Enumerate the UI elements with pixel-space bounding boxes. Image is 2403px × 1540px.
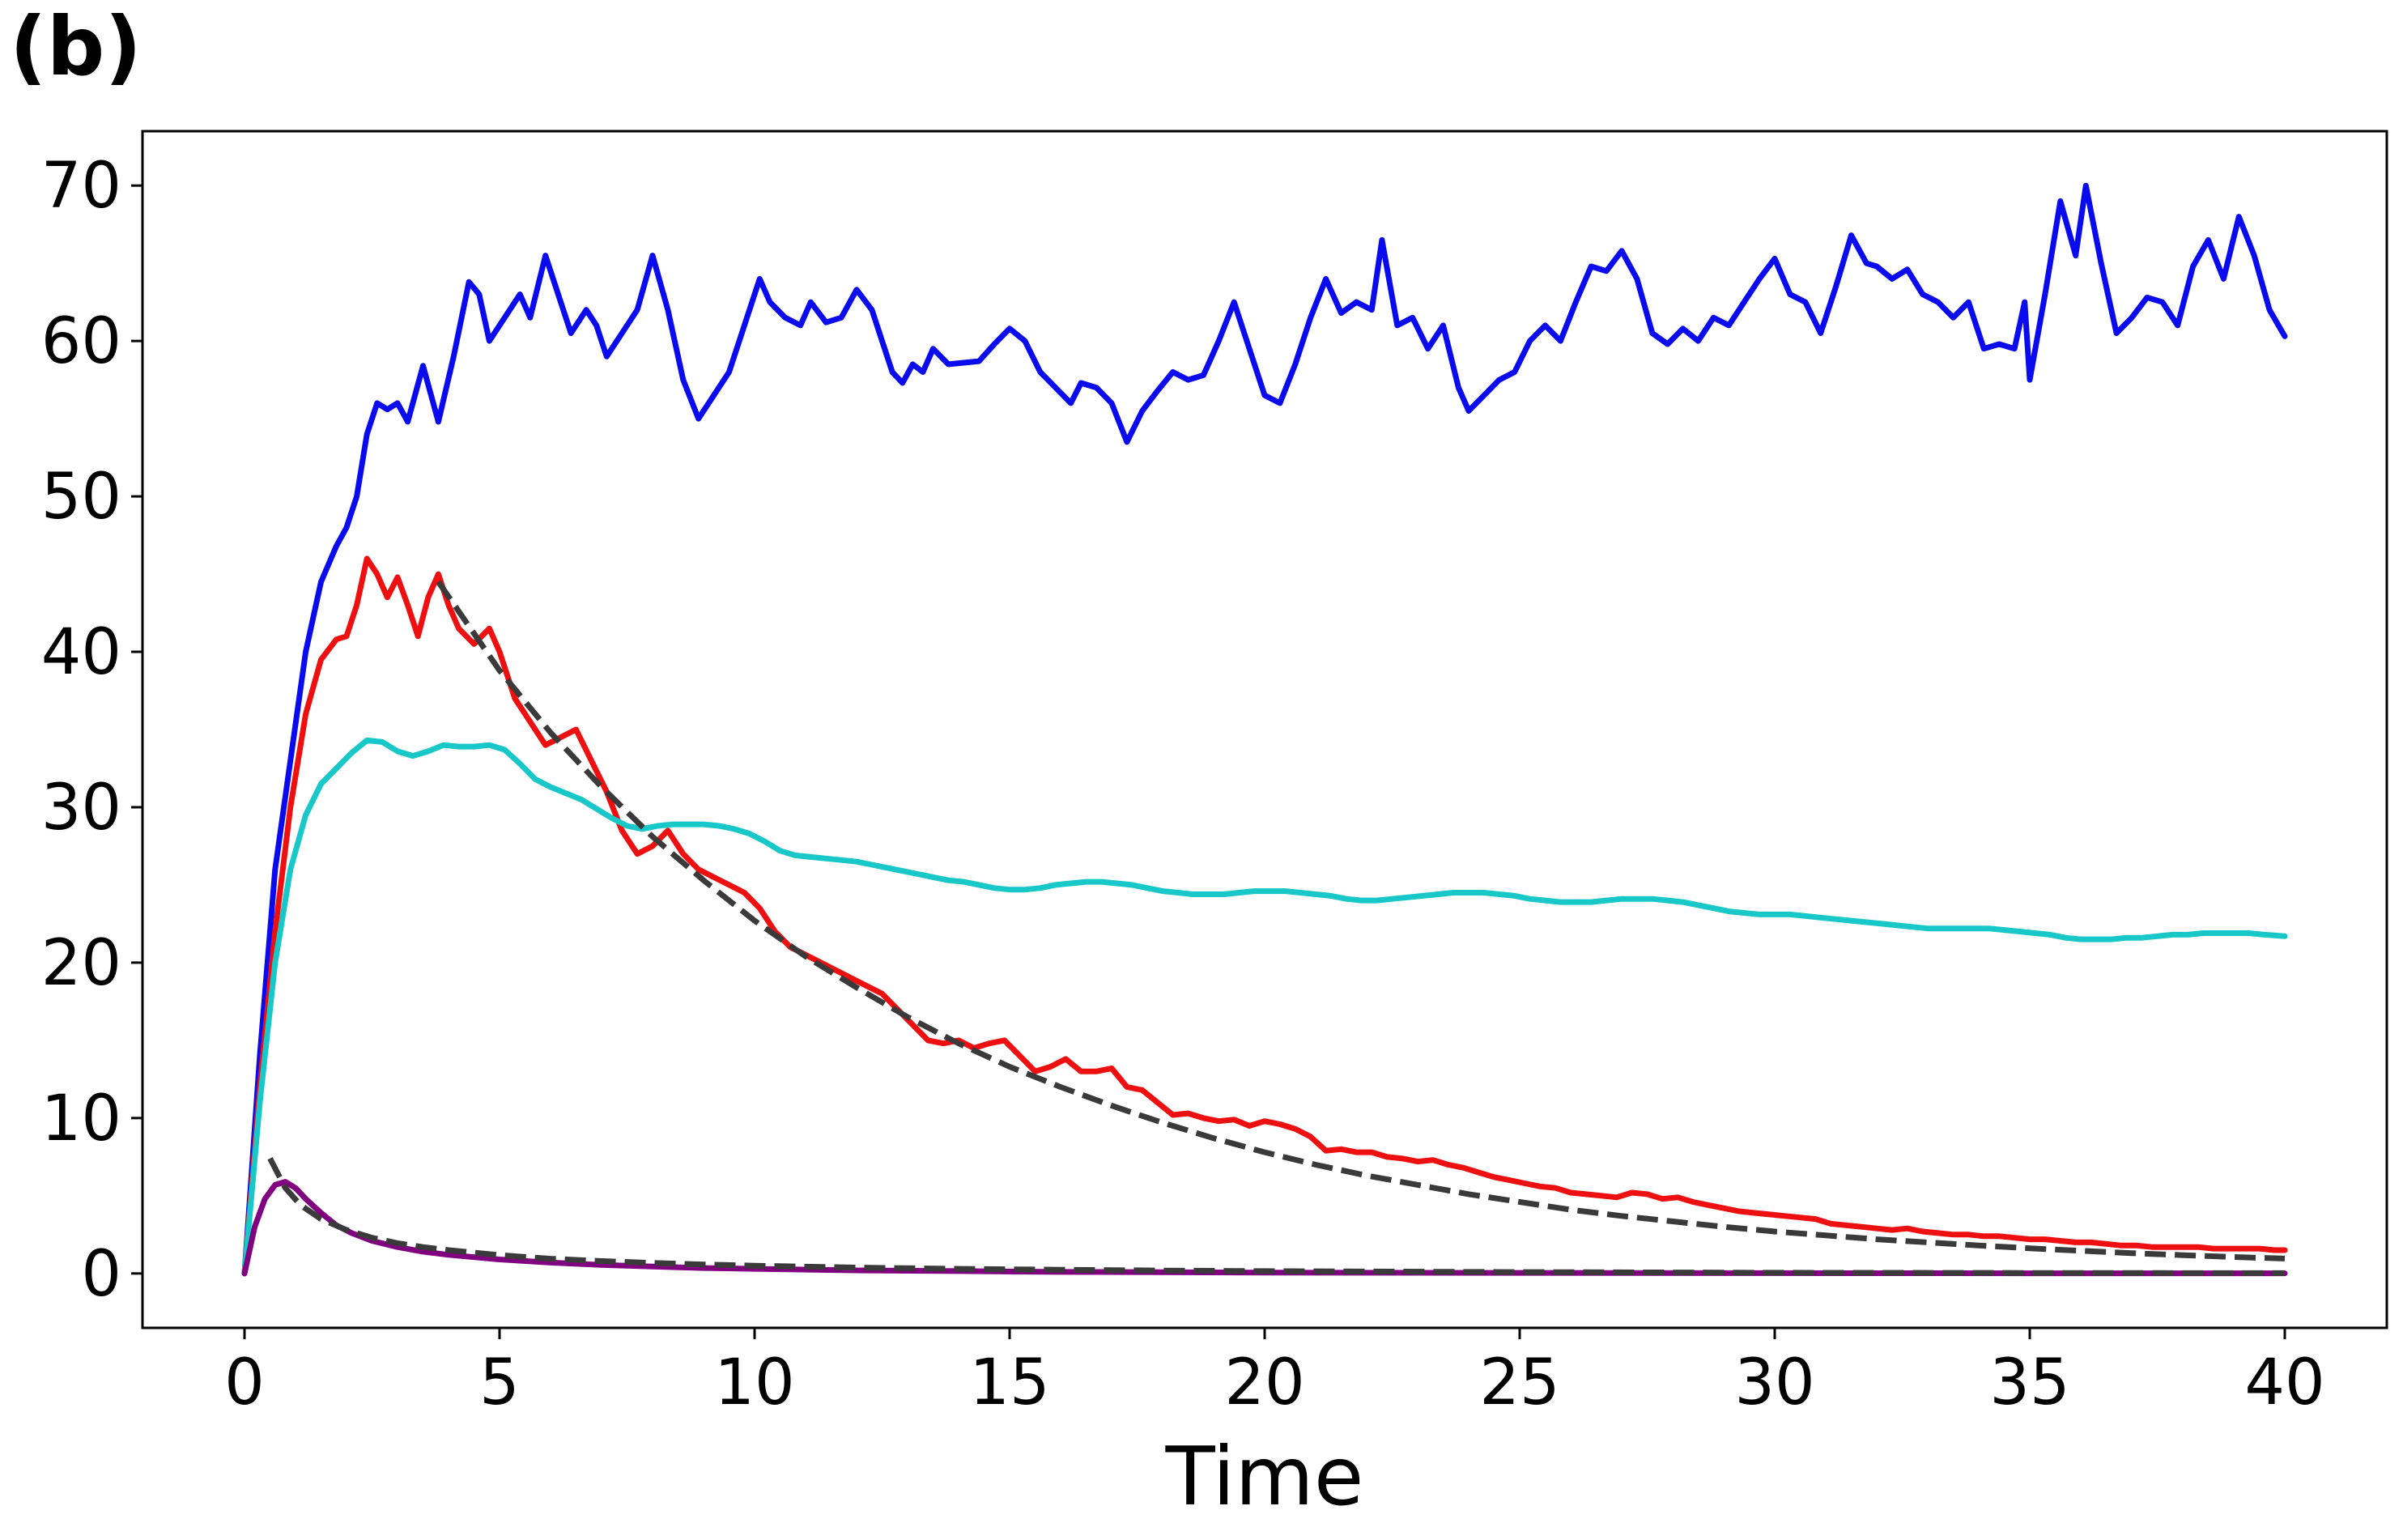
series-line-0 xyxy=(241,182,2288,1277)
y-tick-label: 30 xyxy=(41,772,121,844)
y-tick-label: 0 xyxy=(81,1238,121,1311)
y-tick-label: 70 xyxy=(41,150,121,223)
plot-frame xyxy=(141,130,2388,1329)
series-line-1 xyxy=(241,555,2288,1277)
x-tick-label: 40 xyxy=(2244,1346,2324,1419)
y-tick-label: 40 xyxy=(41,616,121,689)
panel-label: (b) xyxy=(10,0,142,94)
y-tick-label: 20 xyxy=(41,927,121,1000)
x-axis-label: Time xyxy=(1165,1429,1364,1524)
x-tick-label: 0 xyxy=(224,1346,265,1419)
x-tick-label: 35 xyxy=(1989,1346,2069,1419)
y-tick-label: 60 xyxy=(41,305,121,378)
series-line-2 xyxy=(241,737,2288,1277)
y-tick-label: 50 xyxy=(41,461,121,534)
series-layer xyxy=(241,182,2288,1277)
x-axis: 0 5 10 15 20 25 30 35 40 xyxy=(224,1328,2325,1419)
series-line-4 xyxy=(436,580,2286,1261)
x-tick-label: 10 xyxy=(714,1346,794,1419)
series-line-5 xyxy=(267,1157,2286,1276)
x-tick-label: 20 xyxy=(1224,1346,1304,1419)
x-tick-label: 25 xyxy=(1479,1346,1559,1419)
x-tick-label: 5 xyxy=(479,1346,520,1419)
y-tick-label: 10 xyxy=(41,1083,121,1155)
x-tick-label: 15 xyxy=(969,1346,1049,1419)
x-tick-label: 30 xyxy=(1734,1346,1814,1419)
y-axis: 0 10 20 30 40 50 60 70 xyxy=(41,150,142,1311)
